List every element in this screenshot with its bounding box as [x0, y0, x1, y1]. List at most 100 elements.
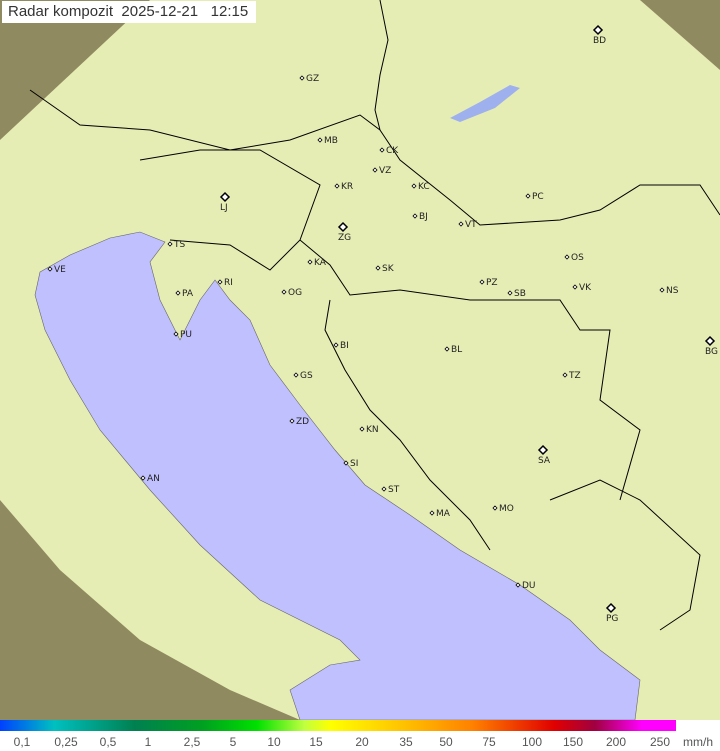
city-label: ST [388, 485, 400, 495]
city-mo[interactable]: MO [492, 504, 514, 514]
city-marker-icon [217, 279, 223, 285]
city-ns[interactable]: NS [659, 286, 679, 296]
city-an[interactable]: AN [140, 474, 160, 484]
city-zg[interactable]: ZG [337, 221, 351, 243]
city-marker-icon [605, 602, 617, 614]
city-marker-icon [317, 137, 323, 143]
city-vt[interactable]: VT [458, 220, 477, 230]
city-vz[interactable]: VZ [372, 166, 391, 176]
city-bl[interactable]: BL [444, 345, 462, 355]
city-label: VZ [379, 166, 391, 176]
city-label: MA [436, 509, 451, 519]
city-ts[interactable]: TS [167, 240, 185, 250]
city-label: VE [54, 265, 66, 275]
city-marker-icon [307, 259, 313, 265]
city-du[interactable]: DU [515, 581, 536, 591]
city-ka[interactable]: KA [307, 258, 327, 268]
city-marker-icon [525, 193, 531, 199]
city-st[interactable]: ST [381, 485, 400, 495]
scale-label: 35 [399, 735, 413, 749]
city-bi[interactable]: BI [333, 341, 349, 351]
city-og[interactable]: OG [281, 288, 302, 298]
city-marker-icon [140, 475, 146, 481]
city-ck[interactable]: CK [379, 146, 399, 156]
city-pa[interactable]: PA [175, 289, 194, 299]
scale-label: 1 [144, 735, 152, 749]
city-marker-icon [411, 183, 417, 189]
city-pc[interactable]: PC [525, 192, 544, 202]
scale-label: 200 [605, 735, 627, 749]
city-ve[interactable]: VE [47, 265, 66, 275]
city-label: VK [579, 283, 592, 293]
city-marker-icon [479, 279, 485, 285]
city-lj[interactable]: LJ [219, 191, 231, 213]
city-kc[interactable]: KC [411, 182, 430, 192]
scale-unit: mm/h [683, 735, 713, 749]
city-label: PU [180, 330, 192, 340]
city-pu[interactable]: PU [173, 330, 192, 340]
city-label: GZ [306, 74, 319, 84]
city-label: RI [224, 278, 233, 288]
city-marker-icon [444, 346, 450, 352]
city-marker-icon [659, 287, 665, 293]
scale-label: 20 [355, 735, 369, 749]
city-label: BI [340, 341, 349, 351]
scale-label: 250 [649, 735, 671, 749]
scale-label: 100 [521, 735, 543, 749]
scale-label: 10 [267, 735, 281, 749]
city-vk[interactable]: VK [572, 283, 592, 293]
city-marker-icon [281, 289, 287, 295]
city-pz[interactable]: PZ [479, 278, 498, 288]
city-gs[interactable]: GS [293, 371, 313, 381]
city-markers: GZ BD MB CK VZ KR KC PC LJ TS ZG BJ VT VE KA SK OS RI PA OG… [47, 24, 718, 624]
city-marker-icon [343, 460, 349, 466]
city-label: BD [593, 36, 606, 46]
city-sk[interactable]: SK [375, 264, 395, 274]
city-marker-icon [515, 582, 521, 588]
city-marker-icon [379, 147, 385, 153]
city-ri[interactable]: RI [217, 278, 233, 288]
city-gz[interactable]: GZ [299, 74, 319, 84]
city-bj[interactable]: BJ [412, 212, 428, 222]
city-sa[interactable]: SA [537, 444, 551, 466]
city-marker-icon [704, 335, 716, 347]
city-marker-icon [167, 241, 173, 247]
scale-label: 0,25 [54, 735, 78, 749]
city-marker-icon [572, 284, 578, 290]
city-label: KA [314, 258, 327, 268]
city-pg[interactable]: PG [605, 602, 618, 624]
city-bg[interactable]: BG [704, 335, 718, 357]
city-label: SI [350, 459, 358, 469]
city-os[interactable]: OS [564, 253, 584, 263]
city-label: SA [538, 456, 551, 466]
city-kr[interactable]: KR [334, 182, 353, 192]
city-marker-icon [564, 254, 570, 260]
scale-label: 150 [562, 735, 584, 749]
city-label: PA [182, 289, 194, 299]
city-marker-icon [337, 221, 349, 233]
precipitation-color-scale [0, 720, 676, 731]
city-sb[interactable]: SB [507, 289, 526, 299]
city-bd[interactable]: BD [592, 24, 606, 46]
city-tz[interactable]: TZ [562, 371, 581, 381]
city-marker-icon [507, 290, 513, 296]
city-si[interactable]: SI [343, 459, 358, 469]
city-label: AN [147, 474, 160, 484]
city-label: KN [366, 425, 379, 435]
city-label: ZD [296, 417, 309, 427]
city-label: TZ [568, 371, 581, 381]
radar-map[interactable]: GZ BD MB CK VZ KR KC PC LJ TS ZG BJ VT VE KA SK OS RI PA OG… [0, 0, 720, 720]
city-label: PG [606, 614, 618, 624]
city-marker-icon [372, 167, 378, 173]
city-label: BG [705, 347, 718, 357]
city-marker-icon [381, 486, 387, 492]
city-label: PZ [486, 278, 498, 288]
city-ma[interactable]: MA [429, 509, 451, 519]
city-marker-icon [175, 290, 181, 296]
city-kn[interactable]: KN [359, 425, 379, 435]
city-label: OS [571, 253, 584, 263]
city-label: BJ [419, 212, 428, 222]
city-mb[interactable]: MB [317, 136, 338, 146]
city-zd[interactable]: ZD [289, 417, 309, 427]
title-text: Radar kompozit [8, 3, 114, 20]
